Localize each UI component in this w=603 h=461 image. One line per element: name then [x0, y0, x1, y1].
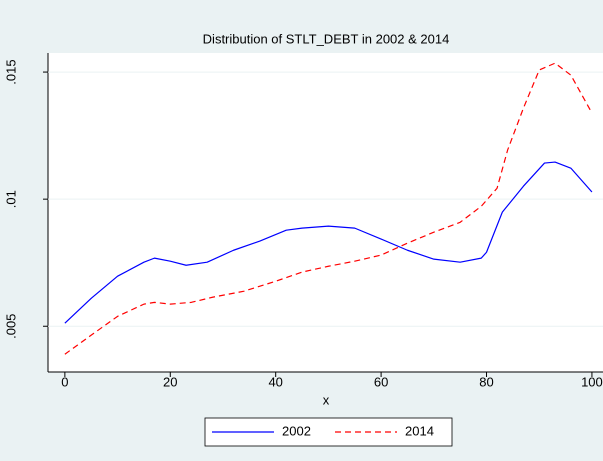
- x-tick-label: 100: [581, 374, 603, 389]
- y-tick-label: .01: [3, 190, 18, 208]
- line: [64, 62, 593, 355]
- x-tick-label: 60: [374, 374, 388, 389]
- y-tick-label: .005: [3, 314, 18, 339]
- x-tick-label: 20: [163, 374, 177, 389]
- legend-label: 2002: [282, 423, 311, 438]
- x-tick-label: 80: [479, 374, 493, 389]
- y-tick-label: .015: [3, 59, 18, 84]
- chart-title: Distribution of STLT_DEBT in 2002 & 2014: [203, 31, 450, 46]
- plot-area: [48, 53, 603, 372]
- line: [64, 161, 593, 324]
- x-axis-label: x: [323, 392, 330, 407]
- x-tick-label: 40: [268, 374, 282, 389]
- legend-label: 2014: [405, 423, 434, 438]
- x-tick-label: 0: [61, 374, 68, 389]
